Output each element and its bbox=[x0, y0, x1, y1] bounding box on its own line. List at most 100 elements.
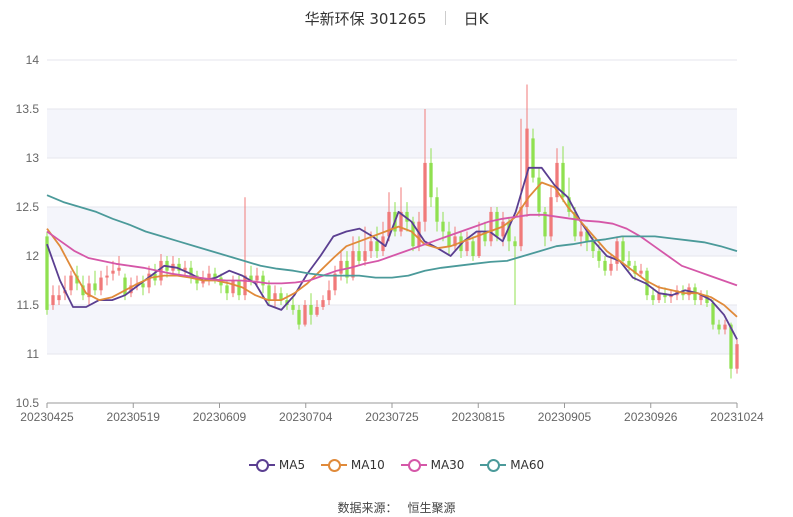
x-tick-label: 20230425 bbox=[20, 410, 74, 424]
candle-body bbox=[261, 275, 265, 286]
candle-body bbox=[297, 309, 301, 325]
y-axis-ticks: 10.5 11 11.5 12 12.5 13 13.5 14 bbox=[16, 53, 40, 410]
y-tick-label: 14 bbox=[26, 53, 40, 67]
candle-body bbox=[183, 267, 187, 271]
candle-body bbox=[525, 128, 529, 207]
candle-body bbox=[87, 283, 91, 298]
legend-label-ma10: MA10 bbox=[350, 458, 385, 472]
candle-body bbox=[189, 267, 193, 276]
candle-body bbox=[303, 305, 307, 325]
candle-body bbox=[567, 197, 571, 212]
candle-body bbox=[177, 263, 181, 271]
candle-body bbox=[549, 197, 553, 237]
candle-body bbox=[453, 236, 457, 247]
candle-body bbox=[237, 280, 241, 296]
y-tick-label: 11.5 bbox=[17, 298, 40, 312]
y-tick-label: 12.5 bbox=[16, 200, 40, 214]
x-tick-label: 20230609 bbox=[193, 410, 247, 424]
candle-body bbox=[279, 293, 283, 301]
candle-body bbox=[711, 303, 715, 325]
x-tick-label: 20230815 bbox=[452, 410, 506, 424]
candle-body bbox=[435, 197, 439, 222]
legend-marker-ma30 bbox=[400, 459, 427, 472]
candle-body bbox=[717, 324, 721, 330]
legend-label-ma60: MA60 bbox=[510, 458, 545, 472]
moving-average-lines bbox=[46, 166, 738, 340]
plot-band bbox=[47, 109, 737, 158]
candle-body bbox=[447, 231, 451, 247]
candle-body bbox=[105, 275, 109, 278]
candle-body bbox=[333, 273, 337, 291]
candle-body bbox=[585, 231, 589, 242]
x-tick-label: 20230725 bbox=[365, 410, 419, 424]
candle-body bbox=[621, 241, 625, 261]
candle-body bbox=[111, 270, 115, 274]
candle-body bbox=[369, 241, 373, 252]
candle-body bbox=[477, 231, 481, 256]
legend-marker-ma60 bbox=[480, 459, 507, 472]
candle-body bbox=[723, 324, 727, 330]
x-tick-label: 20231024 bbox=[710, 410, 764, 424]
candle-body bbox=[207, 273, 211, 281]
candle-body bbox=[57, 295, 61, 301]
candle-body bbox=[573, 211, 577, 237]
candle-body bbox=[327, 290, 331, 301]
chart-title: 华新环保 301265 日K bbox=[0, 8, 793, 29]
candle-body bbox=[273, 293, 277, 301]
legend-marker-ma5 bbox=[248, 459, 275, 472]
candle-body bbox=[147, 273, 151, 288]
y-tick-label: 11 bbox=[27, 347, 40, 361]
candle-body bbox=[615, 241, 619, 264]
candle-body bbox=[699, 295, 703, 301]
candle-body bbox=[471, 241, 475, 256]
candle-body bbox=[543, 211, 547, 237]
candle-body bbox=[81, 285, 85, 296]
candle-body bbox=[357, 251, 361, 261]
candle-body bbox=[705, 295, 709, 304]
candle-body bbox=[609, 263, 613, 271]
candle-body bbox=[531, 138, 535, 178]
candle-body bbox=[267, 285, 271, 301]
candle-body bbox=[141, 283, 145, 288]
candle-body bbox=[405, 211, 409, 222]
candle-body bbox=[669, 295, 673, 298]
candle-body bbox=[513, 241, 517, 247]
legend-item-ma30[interactable]: MA30 bbox=[400, 458, 465, 472]
candle-body bbox=[255, 275, 259, 281]
candle-body bbox=[441, 221, 445, 232]
data-source: 数据来源： 恒生聚源 bbox=[0, 499, 793, 516]
legend-item-ma60[interactable]: MA60 bbox=[480, 458, 544, 472]
candle-body bbox=[213, 273, 217, 278]
candle-body bbox=[729, 324, 733, 369]
candle-body bbox=[483, 231, 487, 242]
candle-body bbox=[93, 283, 97, 291]
period-label: 日K bbox=[463, 10, 489, 28]
legend-marker-ma10 bbox=[320, 459, 347, 472]
candle-body bbox=[501, 221, 505, 237]
legend-label-ma30: MA30 bbox=[430, 458, 465, 472]
candle-body bbox=[351, 251, 355, 278]
candle-body bbox=[249, 275, 253, 281]
legend-item-ma5[interactable]: MA5 bbox=[248, 458, 305, 472]
candle-body bbox=[99, 277, 103, 291]
candle-body bbox=[495, 211, 499, 237]
candle-body bbox=[291, 305, 295, 310]
candle-body bbox=[657, 293, 661, 301]
candle-body bbox=[129, 285, 133, 294]
source-value: 恒生聚源 bbox=[407, 501, 456, 515]
candle-body bbox=[597, 251, 601, 261]
candle-body bbox=[399, 211, 403, 232]
candle-body bbox=[591, 241, 595, 252]
candle-body bbox=[375, 241, 379, 252]
candle-body bbox=[225, 285, 229, 294]
x-tick-label: 20230905 bbox=[538, 410, 592, 424]
y-tick-label: 12 bbox=[26, 249, 40, 263]
candle-body bbox=[519, 207, 523, 247]
candle-body bbox=[315, 306, 319, 315]
legend-item-ma10[interactable]: MA10 bbox=[320, 458, 385, 472]
ma-line-ma10 bbox=[46, 181, 738, 318]
candle-body bbox=[69, 275, 73, 291]
y-tick-label: 13 bbox=[26, 151, 40, 165]
source-label: 数据来源： bbox=[337, 501, 398, 515]
candle-body bbox=[429, 162, 433, 198]
